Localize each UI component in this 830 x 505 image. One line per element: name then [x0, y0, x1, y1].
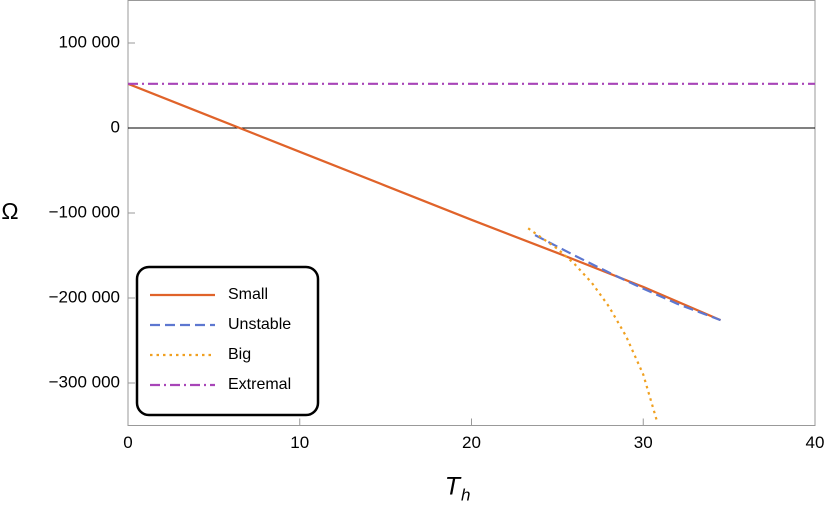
x-tick-label: 20: [462, 433, 481, 452]
x-tick-label: 30: [634, 433, 653, 452]
y-tick-label: 100 000: [59, 32, 120, 51]
y-tick-label: −100 000: [49, 202, 120, 221]
x-tick-label: 0: [123, 433, 132, 452]
legend-label: Unstable: [228, 316, 291, 333]
x-axis-label: T: [445, 473, 462, 501]
x-tick-label: 40: [806, 433, 825, 452]
y-axis-label: Ω: [1, 198, 18, 224]
series-line: [527, 227, 659, 422]
legend-box: [135, 265, 320, 417]
x-axis-label-sub: h: [461, 485, 470, 504]
y-tick-label: −200 000: [49, 287, 120, 306]
legend-label: Small: [228, 286, 268, 303]
legend-label: Big: [228, 346, 251, 363]
y-tick-label: 0: [111, 117, 120, 136]
y-tick-label: −300 000: [49, 372, 120, 391]
legend-label: Extremal: [228, 376, 291, 393]
series-line: [534, 234, 721, 322]
x-tick-label: 10: [290, 433, 309, 452]
series-line: [128, 82, 721, 322]
